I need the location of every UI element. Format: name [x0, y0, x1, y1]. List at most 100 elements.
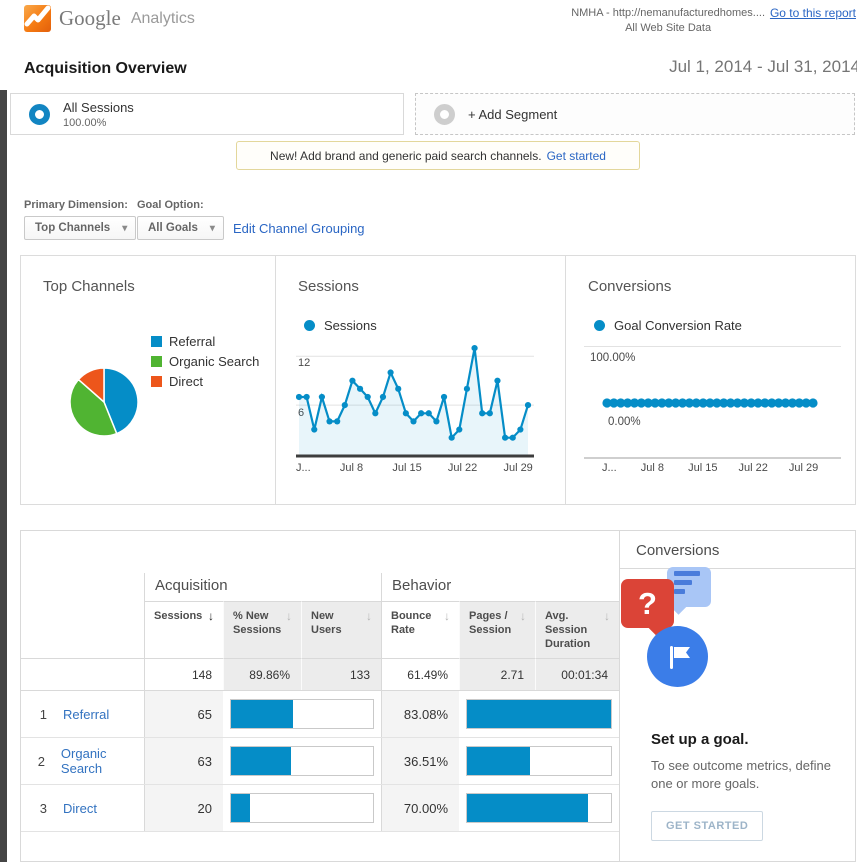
table-row: 3 Direct 20 70.00%	[21, 785, 619, 832]
all-sessions-donut-icon	[29, 103, 50, 125]
conversions-panel: Conversions Goal Conversion Rate 100.00%…	[566, 256, 855, 504]
get-started-button[interactable]: GET STARTED	[651, 811, 764, 841]
all-sessions-percent: 100.00%	[63, 116, 107, 129]
primary-dimension-label: Primary Dimension:	[24, 199, 128, 211]
channel-link-direct[interactable]: Direct	[63, 800, 97, 816]
top-channels-panel: Top Channels Referral Organic Search Direc…	[21, 256, 276, 504]
analytics-wordmark: Analytics	[130, 9, 195, 27]
column-header-bounce-rate[interactable]: ↓ Bounce Rate	[381, 601, 459, 659]
all-sessions-segment-card[interactable]: All Sessions 100.00%	[10, 93, 404, 135]
sessions-value-cell: 20	[144, 785, 223, 831]
bounce-rate-bar-cell	[459, 785, 619, 831]
x-axis-tick-label: Jul 15	[392, 462, 422, 474]
bounce-rate-bar-cell	[459, 691, 619, 737]
summary-avg-duration: 00:01:34	[535, 659, 619, 690]
sessions-bar-cell	[223, 785, 381, 831]
sessions-ytick-12: 12	[298, 357, 311, 369]
x-axis-tick-label: J...	[602, 462, 617, 474]
goal-option-dropdown[interactable]: All Goals ▾	[137, 216, 224, 240]
sessions-bar-cell	[223, 691, 381, 737]
edit-channel-grouping-link[interactable]: Edit Channel Grouping	[233, 221, 365, 236]
x-axis-tick-label: Jul 15	[688, 462, 718, 474]
bounce-rate-value-cell: 36.51%	[381, 738, 459, 784]
legend-item-organic-search: Organic Search	[151, 354, 259, 369]
bounce-rate-bar	[467, 700, 611, 728]
row-label-header	[21, 601, 144, 659]
conversions-x-axis-labels: J... Jul 8 Jul 15 Jul 22 Jul 29	[602, 462, 818, 476]
all-sessions-label: All Sessions	[63, 99, 134, 115]
summary-pct-new-sessions: 89.86%	[223, 659, 301, 690]
summary-pages-session: 2.71	[459, 659, 535, 690]
sessions-value-cell: 63	[144, 738, 223, 784]
column-header-pct-new-sessions[interactable]: ↓% New Sessions	[223, 601, 301, 659]
conversions-ylabel-100: 100.00%	[590, 352, 636, 364]
chevron-down-icon: ▾	[209, 222, 215, 234]
conversions-legend-label: Goal Conversion Rate	[614, 318, 742, 333]
go-to-report-link[interactable]: Go to this report	[769, 6, 856, 20]
get-started-link[interactable]: Get started	[546, 148, 606, 163]
conversions-legend: Goal Conversion Rate	[594, 318, 742, 333]
channel-label-cell: 3 Direct	[21, 785, 144, 831]
primary-dimension-value: Top Channels	[35, 222, 111, 234]
sort-icon: ↓	[604, 609, 610, 623]
row-rank: 1	[39, 706, 47, 722]
x-axis-tick-label: Jul 29	[503, 462, 533, 474]
sessions-legend-label: Sessions	[324, 318, 377, 333]
conversions-legend-dot-icon	[594, 320, 605, 331]
add-segment-card[interactable]: + Add Segment	[415, 93, 855, 135]
summary-sessions: 148	[144, 659, 223, 690]
x-axis-tick-label: Jul 8	[640, 462, 665, 474]
sessions-bar	[231, 747, 292, 775]
channel-link-referral[interactable]: Referral	[63, 706, 110, 722]
channel-label-cell: 1 Referral	[21, 691, 144, 737]
sessions-ytick-6: 6	[298, 407, 305, 419]
column-header-new-users[interactable]: ↓ New Users	[301, 601, 381, 659]
sort-icon: ↓	[286, 609, 292, 623]
sessions-bar-cell	[223, 738, 381, 784]
page-title: Acquisition Overview	[24, 60, 187, 77]
legend-label: Organic Search	[169, 354, 260, 369]
bounce-rate-bar	[467, 794, 589, 822]
column-header-pages-session[interactable]: ↓ Pages / Session	[459, 601, 535, 659]
column-header-sessions[interactable]: Sessions ↓	[144, 601, 223, 659]
column-header-row: Sessions ↓ ↓% New Sessions ↓ New Users ↓ Bo…	[21, 601, 619, 659]
group-header-acquisition: Acquisition	[144, 573, 381, 601]
row-rank: 2	[37, 753, 45, 769]
bounce-rate-bar-cell	[459, 738, 619, 784]
conversions-panel-header: Conversions	[620, 531, 855, 569]
table-row: 1 Referral 65 83.08%	[21, 691, 619, 738]
legend-item-referral: Referral	[151, 334, 259, 349]
column-header-avg-duration[interactable]: ↓ Avg. Session Duration	[535, 601, 619, 659]
sessions-bar	[231, 700, 294, 728]
x-axis-tick-label: Jul 29	[788, 462, 819, 474]
table-body: 1 Referral 65 83.08% 2 Organic Search 63…	[21, 691, 619, 832]
channel-link-organic-search[interactable]: Organic Search	[60, 746, 107, 776]
question-bubble-icon: ?	[621, 579, 674, 639]
goal-option-value: All Goals	[148, 222, 198, 234]
sort-icon: ↓	[366, 609, 372, 623]
primary-dimension-dropdown[interactable]: Top Channels ▾	[24, 216, 137, 240]
goal-body-text: To see outcome metrics, define one or mo…	[651, 758, 831, 791]
summary-bounce-rate: 61.49%	[381, 659, 459, 690]
sessions-x-axis-labels: J... Jul 8 Jul 15 Jul 22 Jul 29	[296, 462, 534, 476]
legend-swatch-icon	[151, 376, 162, 387]
brand: Google Analytics	[24, 5, 195, 32]
legend-item-direct: Direct	[151, 374, 259, 389]
google-wordmark: Google	[59, 6, 121, 30]
metric-group-row: Acquisition Behavior	[21, 573, 619, 601]
pie-legend: Referral Organic Search Direct	[151, 334, 259, 389]
date-range-selector[interactable]: Jul 1, 2014 - Jul 31, 2014	[669, 57, 857, 76]
goal-illustration: ?	[620, 561, 740, 731]
group-header-behavior: Behavior	[381, 573, 619, 601]
account-property-name: NMHA - http://nemanufacturedhomes....	[571, 7, 765, 19]
top-channels-title: Top Channels	[43, 278, 135, 295]
bounce-rate-value-cell: 83.08%	[381, 691, 459, 737]
overview-charts-container: Top Channels Referral Organic Search Direc…	[20, 255, 856, 505]
table-row: 2 Organic Search 63 36.51%	[21, 738, 619, 785]
conversions-title: Conversions	[588, 278, 672, 295]
sort-desc-icon: ↓	[208, 609, 214, 623]
goal-flag-icon	[647, 626, 708, 687]
x-axis-tick-label: Jul 22	[447, 462, 478, 474]
sessions-legend-dot-icon	[304, 320, 315, 331]
